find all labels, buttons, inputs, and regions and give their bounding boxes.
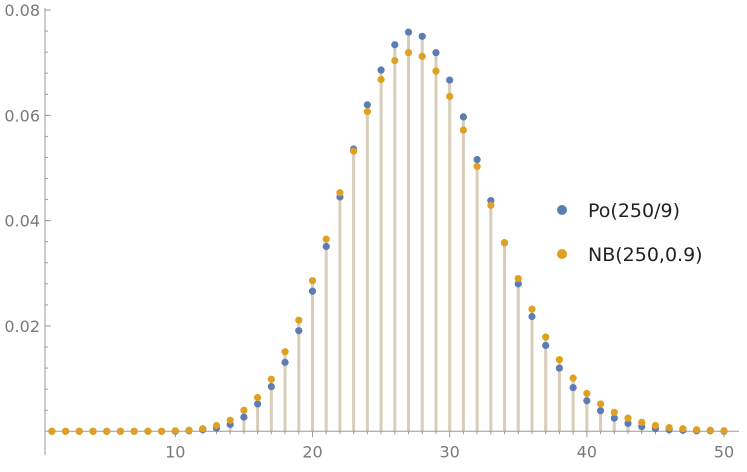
point-po <box>610 414 618 422</box>
x-tick-label: 20 <box>302 442 322 461</box>
y-tick-label: 0.06 <box>4 106 40 125</box>
point-po <box>555 364 564 372</box>
point-nb <box>144 427 152 435</box>
y-ticks: 0.02 0.04 0.06 0.08 <box>4 1 51 411</box>
point-nb <box>638 418 646 426</box>
x-tick-label: 30 <box>439 442 459 461</box>
point-nb <box>459 126 467 134</box>
point-nb <box>103 427 111 435</box>
point-nb <box>322 235 330 243</box>
point-po <box>473 155 481 164</box>
point-po <box>624 419 632 428</box>
point-nb <box>720 427 728 435</box>
point-nb <box>446 92 454 100</box>
point-nb <box>89 427 97 435</box>
point-nb <box>240 406 248 414</box>
point-nb <box>624 414 632 422</box>
point-nb <box>254 393 262 402</box>
point-po <box>295 327 303 335</box>
point-nb <box>473 162 481 171</box>
legend-marker-po <box>557 205 567 215</box>
point-nb <box>212 421 221 430</box>
y-tick-label: 0.08 <box>4 1 40 20</box>
point-po <box>596 407 605 415</box>
point-po <box>542 341 550 350</box>
point-nb <box>226 416 234 424</box>
point-po <box>583 397 591 405</box>
point-nb <box>281 348 289 356</box>
point-po <box>446 76 454 84</box>
point-nb <box>706 426 714 434</box>
point-po <box>418 32 426 40</box>
point-nb <box>308 277 317 285</box>
point-nb <box>610 408 618 416</box>
point-po <box>459 113 467 121</box>
point-po <box>281 358 289 366</box>
point-nb <box>404 49 413 57</box>
point-nb <box>487 201 495 209</box>
point-nb <box>116 427 125 435</box>
legend: Po(250/9) NB(250,0.9) <box>557 200 703 266</box>
x-ticks: 10 20 30 40 50 <box>51 431 734 461</box>
point-nb <box>692 426 701 434</box>
point-nb <box>61 427 70 435</box>
point-nb <box>665 424 673 432</box>
point-po <box>363 101 371 109</box>
point-nb <box>75 427 83 435</box>
point-po <box>432 49 440 57</box>
point-po <box>528 312 536 321</box>
point-po <box>322 242 330 251</box>
y-tick-label: 0.04 <box>4 212 40 231</box>
point-po <box>514 280 522 288</box>
point-po <box>569 383 577 392</box>
legend-marker-nb <box>557 249 567 259</box>
point-nb <box>500 239 509 247</box>
axes <box>44 8 739 455</box>
point-nb <box>391 56 399 65</box>
point-nb <box>569 374 577 382</box>
point-nb <box>171 427 179 435</box>
point-nb <box>158 427 166 435</box>
x-tick-label: 40 <box>577 442 597 461</box>
point-po <box>377 66 385 74</box>
point-nb <box>48 427 56 435</box>
data-points <box>48 28 728 435</box>
point-nb <box>679 425 687 433</box>
point-nb <box>596 400 605 408</box>
point-nb <box>185 426 193 434</box>
x-tick-label: 50 <box>714 442 734 461</box>
point-po <box>254 400 262 408</box>
point-nb <box>432 67 440 75</box>
point-nb <box>418 52 426 60</box>
point-nb <box>542 333 550 341</box>
point-nb <box>514 274 522 283</box>
point-nb <box>199 425 207 433</box>
point-po <box>391 41 399 49</box>
x-tick-label: 10 <box>165 442 185 461</box>
y-tick-label: 0.02 <box>4 317 40 336</box>
point-po <box>240 413 248 421</box>
point-nb <box>377 75 385 84</box>
stem-lines <box>173 32 726 432</box>
point-nb <box>651 421 660 430</box>
point-po <box>267 382 275 391</box>
point-nb <box>528 305 536 313</box>
legend-label-nb: NB(250,0.9) <box>588 244 703 266</box>
point-po <box>404 28 413 36</box>
point-nb <box>555 356 564 364</box>
point-nb <box>130 427 138 435</box>
point-nb <box>350 147 358 155</box>
point-nb <box>336 189 344 197</box>
point-po <box>308 287 317 295</box>
point-nb <box>363 108 371 116</box>
point-nb <box>295 316 303 324</box>
point-nb <box>267 375 275 383</box>
point-nb <box>583 389 591 397</box>
legend-label-po: Po(250/9) <box>588 200 680 222</box>
